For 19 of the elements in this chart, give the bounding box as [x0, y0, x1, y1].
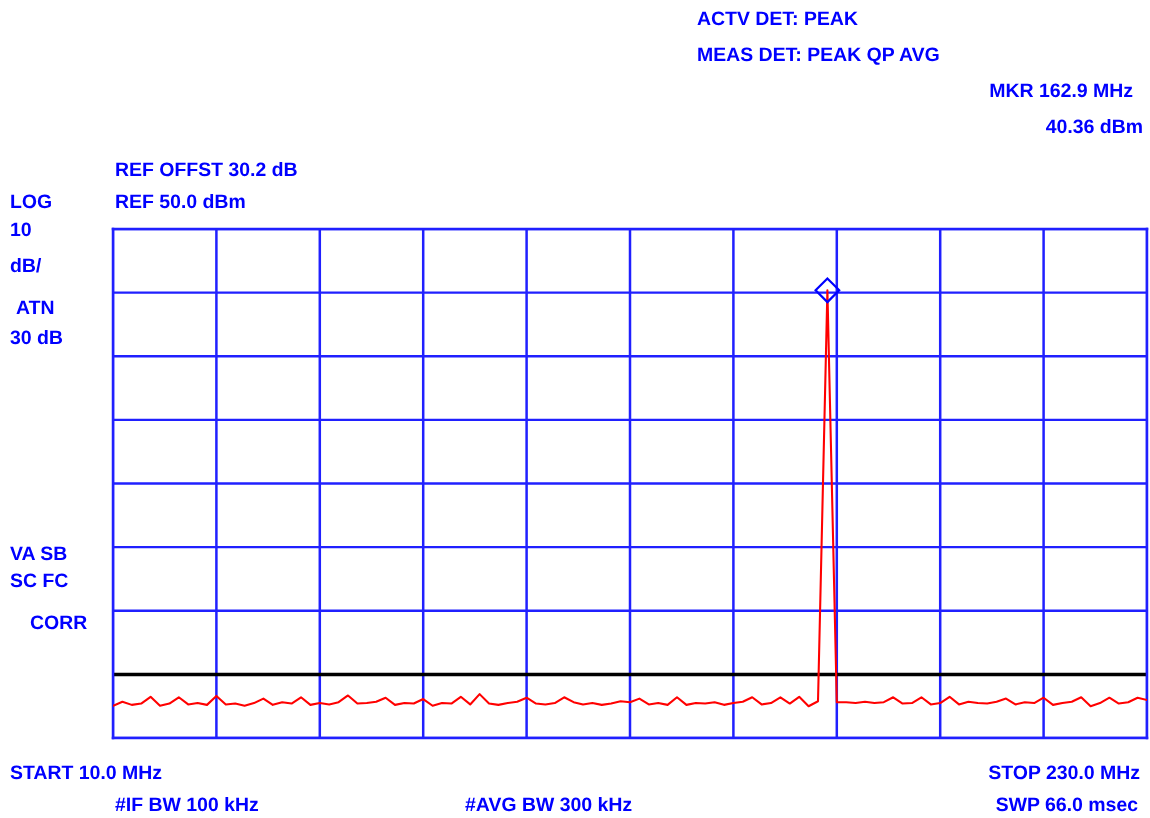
text: dB/	[10, 257, 42, 273]
text: 10	[11, 222, 31, 237]
text: SWP 66.0 msec	[996, 797, 1138, 812]
text: ATN	[16, 300, 54, 315]
text: 30 dB	[10, 329, 63, 345]
text: REF OFFST 30.2 dB	[116, 161, 297, 177]
text: SC FC	[10, 573, 68, 588]
text: MEAS DET: PEAK QP AVG	[698, 47, 939, 65]
text: 40.36 dBm	[1046, 118, 1142, 134]
text: MKR 162.9 MHz	[990, 83, 1133, 98]
text: STOP 230.0 MHz	[988, 765, 1140, 780]
text: VA SB	[10, 546, 67, 561]
text: ACTV DET: PEAK	[697, 11, 858, 26]
text: REF 50.0 dBm	[116, 193, 245, 209]
text: #IF BW 100 kHz	[115, 796, 259, 812]
text: CORR	[30, 615, 87, 630]
text: LOG	[11, 194, 51, 209]
text: #AVG BW 300 kHz	[465, 796, 632, 812]
text: START 10.0 MHz	[10, 765, 162, 780]
